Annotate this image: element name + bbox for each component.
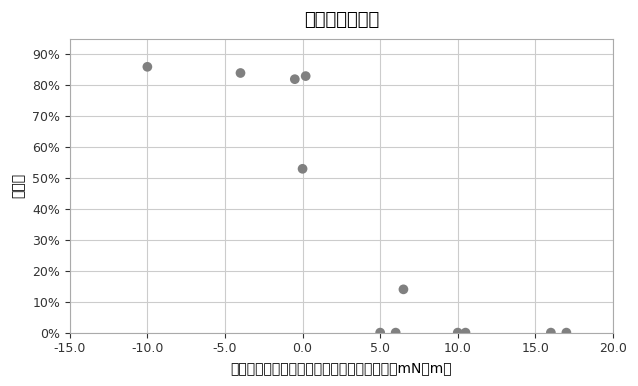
Point xyxy=(390,330,401,336)
Point xyxy=(545,330,556,336)
Point xyxy=(235,70,246,76)
Point xyxy=(398,286,408,293)
Point xyxy=(300,73,311,79)
Point xyxy=(290,76,300,82)
Point xyxy=(375,330,385,336)
Point xyxy=(561,330,572,336)
Point xyxy=(461,330,471,336)
Point xyxy=(142,64,152,70)
Title: 潜り率（直後）: 潜り率（直後） xyxy=(304,11,379,29)
Y-axis label: 潜り率: 潜り率 xyxy=(11,173,25,198)
X-axis label: 下層の静的表面張力ー上層の静的表面張力（mN／m）: 下層の静的表面張力ー上層の静的表面張力（mN／m） xyxy=(230,361,452,375)
Point xyxy=(297,166,308,172)
Point xyxy=(452,330,463,336)
